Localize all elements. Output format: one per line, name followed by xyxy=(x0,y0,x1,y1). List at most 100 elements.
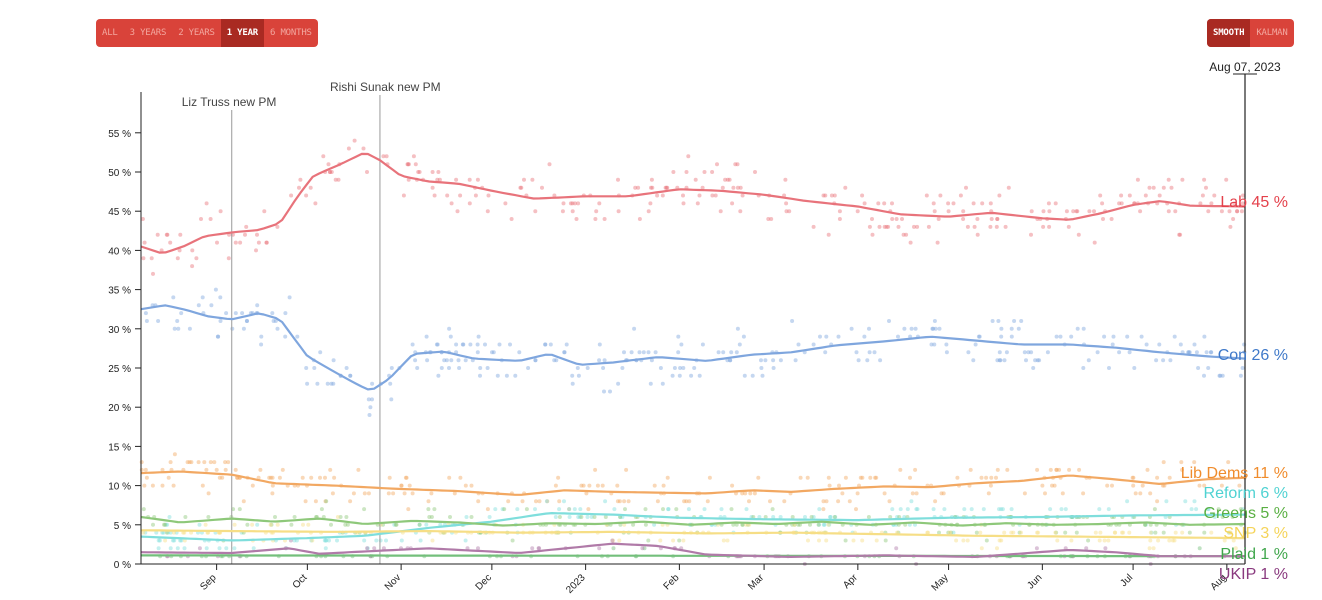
poll-dot xyxy=(277,475,282,480)
poll-dot xyxy=(197,546,202,551)
poll-dot xyxy=(1054,530,1059,535)
poll-dot xyxy=(1230,515,1235,519)
poll-dot xyxy=(333,177,338,182)
poll-dot xyxy=(996,319,1001,323)
poll-dot xyxy=(1033,358,1038,363)
poll-dot xyxy=(172,538,177,543)
poll-dot xyxy=(632,326,637,331)
poll-dot xyxy=(878,358,883,363)
poll-dot xyxy=(986,491,991,496)
poll-dot xyxy=(467,177,472,182)
poll-dot xyxy=(156,546,161,551)
range-2-years-button[interactable]: 2 YEARS xyxy=(178,28,215,38)
poll-dot xyxy=(733,162,738,167)
poll-dot xyxy=(399,483,404,488)
poll-dot xyxy=(702,507,707,512)
date-cursor-label: Aug 07, 2023 xyxy=(1209,60,1281,74)
poll-dot xyxy=(304,366,309,370)
poll-dot xyxy=(1036,530,1041,535)
poll-dot xyxy=(1087,209,1092,214)
poll-dot xyxy=(616,209,621,214)
poll-dot xyxy=(572,507,577,512)
poll-dot xyxy=(570,201,575,206)
poll-dot xyxy=(652,483,657,488)
poll-dot xyxy=(1228,530,1233,535)
poll-dot xyxy=(258,467,263,472)
poll-dot xyxy=(933,499,938,504)
series-value: 1 % xyxy=(1256,546,1288,563)
poll-dot xyxy=(141,256,146,261)
poll-dot xyxy=(179,311,184,316)
poll-dot xyxy=(324,499,329,504)
end-label-lab: Lab 45 % xyxy=(1220,194,1288,211)
poll-dot xyxy=(434,342,439,347)
poll-dot xyxy=(1138,491,1143,496)
poll-dot xyxy=(1206,507,1211,512)
poll-dot xyxy=(951,530,956,535)
poll-dot xyxy=(649,185,653,190)
poll-dot xyxy=(649,358,654,363)
poll-dot xyxy=(156,538,161,543)
poll-dot xyxy=(329,522,333,527)
poll-dot xyxy=(140,217,145,221)
poll-dot xyxy=(770,507,775,512)
smooth-button[interactable]: SMOOTH xyxy=(1207,19,1251,47)
poll-dot xyxy=(486,193,491,198)
series-value: 11 % xyxy=(1248,465,1288,482)
poll-dot xyxy=(463,358,468,363)
range-all-button[interactable]: ALL xyxy=(102,28,118,38)
poll-dot xyxy=(1054,467,1059,472)
poll-dot xyxy=(368,405,373,410)
poll-dot xyxy=(1125,334,1130,339)
poll-dot xyxy=(910,491,915,496)
poll-dot xyxy=(658,538,663,543)
poll-dot xyxy=(1092,240,1097,245)
poll-dot xyxy=(164,232,169,237)
poll-dot xyxy=(300,475,305,480)
poll-dot xyxy=(1050,483,1054,488)
poll-dot xyxy=(727,177,732,182)
poll-dot xyxy=(661,507,665,512)
poll-dot xyxy=(734,350,739,355)
poll-dot xyxy=(1002,358,1007,363)
poll-dot xyxy=(329,381,334,386)
poll-dot xyxy=(771,358,776,363)
poll-dot xyxy=(1009,530,1014,535)
poll-dot xyxy=(1228,224,1233,229)
poll-dot xyxy=(1167,475,1172,480)
poll-dot xyxy=(1231,538,1236,543)
range-6-months-button[interactable]: 6 MONTHS xyxy=(270,28,312,38)
poll-dot xyxy=(702,170,707,174)
poll-dot xyxy=(954,538,959,543)
poll-dot xyxy=(713,193,718,198)
poll-dot xyxy=(194,256,199,261)
range-1-year-button[interactable]: 1 YEAR xyxy=(220,19,265,47)
poll-dot xyxy=(854,350,859,355)
poll-dot xyxy=(824,538,829,543)
poll-dot xyxy=(204,467,209,472)
poll-dot xyxy=(1220,515,1225,519)
poll-dot xyxy=(932,209,937,214)
range-3-years-button[interactable]: 3 YEARS xyxy=(129,28,167,38)
kalman-button[interactable]: KALMAN xyxy=(1256,28,1288,38)
poll-dot xyxy=(648,201,653,206)
poll-dot xyxy=(890,217,895,221)
poll-dot xyxy=(821,499,826,504)
poll-dot xyxy=(142,240,147,245)
poll-dot xyxy=(553,483,558,488)
poll-dot xyxy=(292,515,297,519)
poll-dot xyxy=(218,319,223,323)
poll-dot xyxy=(331,358,336,363)
poll-dot xyxy=(961,538,966,543)
poll-dot xyxy=(670,373,675,378)
poll-dot xyxy=(1161,460,1166,465)
poll-dot xyxy=(579,515,584,519)
poll-dot xyxy=(908,475,912,480)
poll-dot xyxy=(883,538,888,543)
poll-dot xyxy=(989,475,994,480)
poll-dot xyxy=(597,358,602,363)
poll-dot xyxy=(1208,350,1213,355)
poll-dot xyxy=(216,334,221,339)
poll-dot xyxy=(828,515,832,519)
poll-dot xyxy=(560,209,565,214)
